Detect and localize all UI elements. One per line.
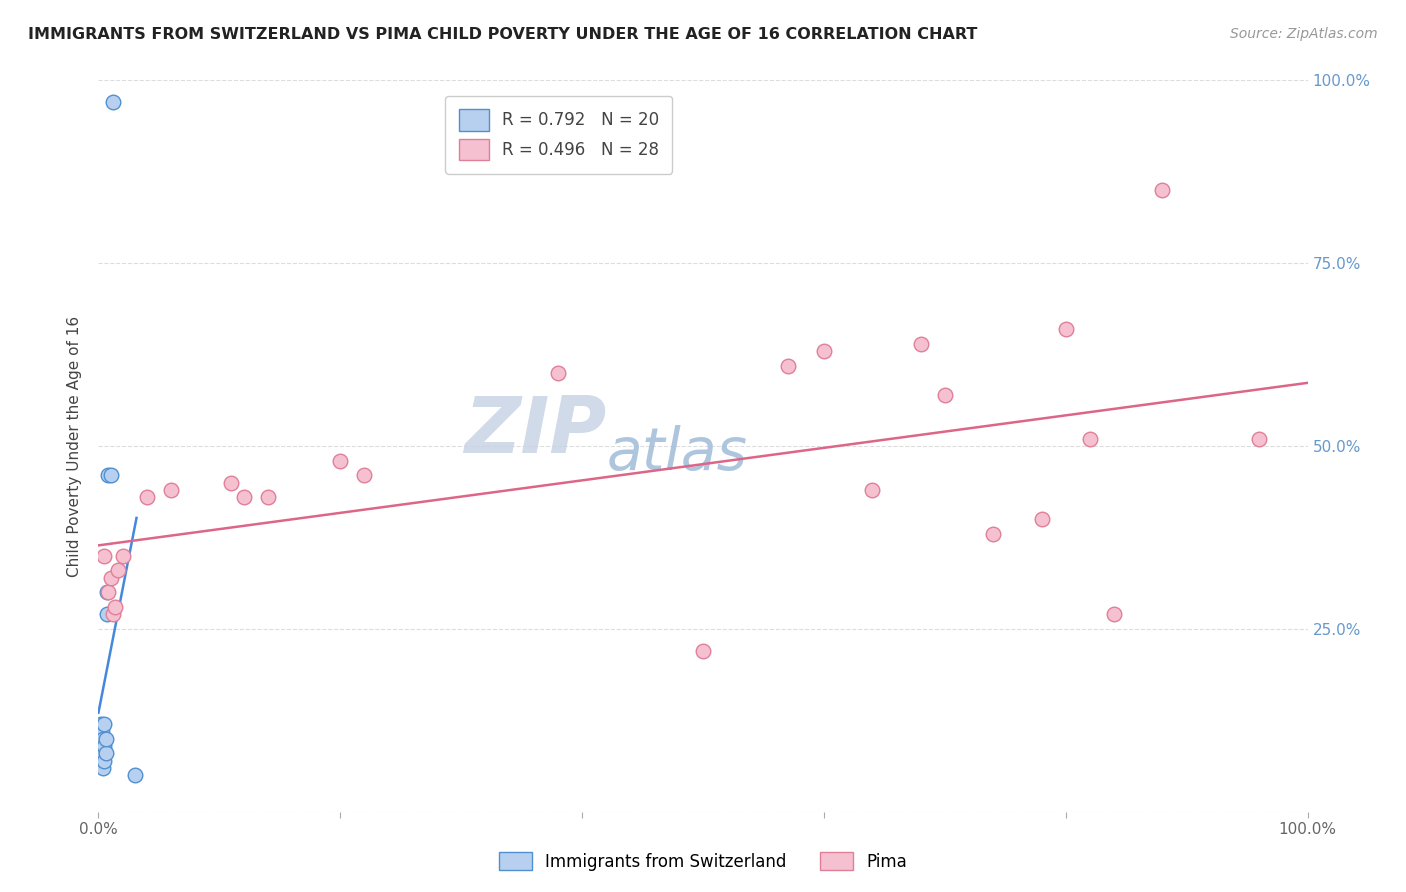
Point xyxy=(221,475,243,490)
Point xyxy=(90,731,112,746)
Point xyxy=(94,746,117,760)
Point xyxy=(1078,432,1101,446)
Point xyxy=(100,571,122,585)
Point xyxy=(101,95,124,110)
Point xyxy=(1054,322,1077,336)
Point xyxy=(101,607,124,622)
Point xyxy=(256,490,278,504)
Point xyxy=(91,761,114,775)
Point xyxy=(860,483,883,497)
Point xyxy=(910,336,932,351)
Point xyxy=(1152,183,1174,197)
Point xyxy=(91,746,114,760)
Point xyxy=(160,483,183,497)
Point xyxy=(981,526,1004,541)
Point xyxy=(353,468,375,483)
Point xyxy=(934,388,956,402)
Text: Source: ZipAtlas.com: Source: ZipAtlas.com xyxy=(1230,27,1378,41)
Point xyxy=(96,585,118,599)
Legend: R = 0.792   N = 20, R = 0.496   N = 28: R = 0.792 N = 20, R = 0.496 N = 28 xyxy=(446,96,672,174)
Point xyxy=(91,731,114,746)
Point xyxy=(97,585,120,599)
Point xyxy=(1031,512,1053,526)
Point xyxy=(100,468,122,483)
Point xyxy=(93,549,115,563)
Point xyxy=(96,607,118,622)
Point xyxy=(94,731,117,746)
Point xyxy=(93,754,115,768)
Point xyxy=(1102,607,1125,622)
Point xyxy=(329,453,352,467)
Point xyxy=(104,599,127,614)
Point xyxy=(1249,432,1271,446)
Y-axis label: Child Poverty Under the Age of 16: Child Poverty Under the Age of 16 xyxy=(67,316,83,576)
Legend: Immigrants from Switzerland, Pima: Immigrants from Switzerland, Pima xyxy=(491,844,915,880)
Text: atlas: atlas xyxy=(606,425,747,482)
Point xyxy=(93,739,115,753)
Point xyxy=(91,739,114,753)
Point xyxy=(90,717,112,731)
Point xyxy=(232,490,254,504)
Point xyxy=(89,746,111,760)
Point xyxy=(91,724,114,739)
Text: IMMIGRANTS FROM SWITZERLAND VS PIMA CHILD POVERTY UNDER THE AGE OF 16 CORRELATIO: IMMIGRANTS FROM SWITZERLAND VS PIMA CHIL… xyxy=(28,27,977,42)
Point xyxy=(91,754,114,768)
Point xyxy=(135,490,157,504)
Point xyxy=(813,343,835,358)
Text: ZIP: ZIP xyxy=(464,393,606,469)
Point xyxy=(776,359,799,373)
Point xyxy=(111,549,134,563)
Point xyxy=(107,563,129,577)
Point xyxy=(97,468,120,483)
Point xyxy=(547,366,569,380)
Point xyxy=(124,768,146,782)
Point xyxy=(93,717,115,731)
Point xyxy=(692,644,714,658)
